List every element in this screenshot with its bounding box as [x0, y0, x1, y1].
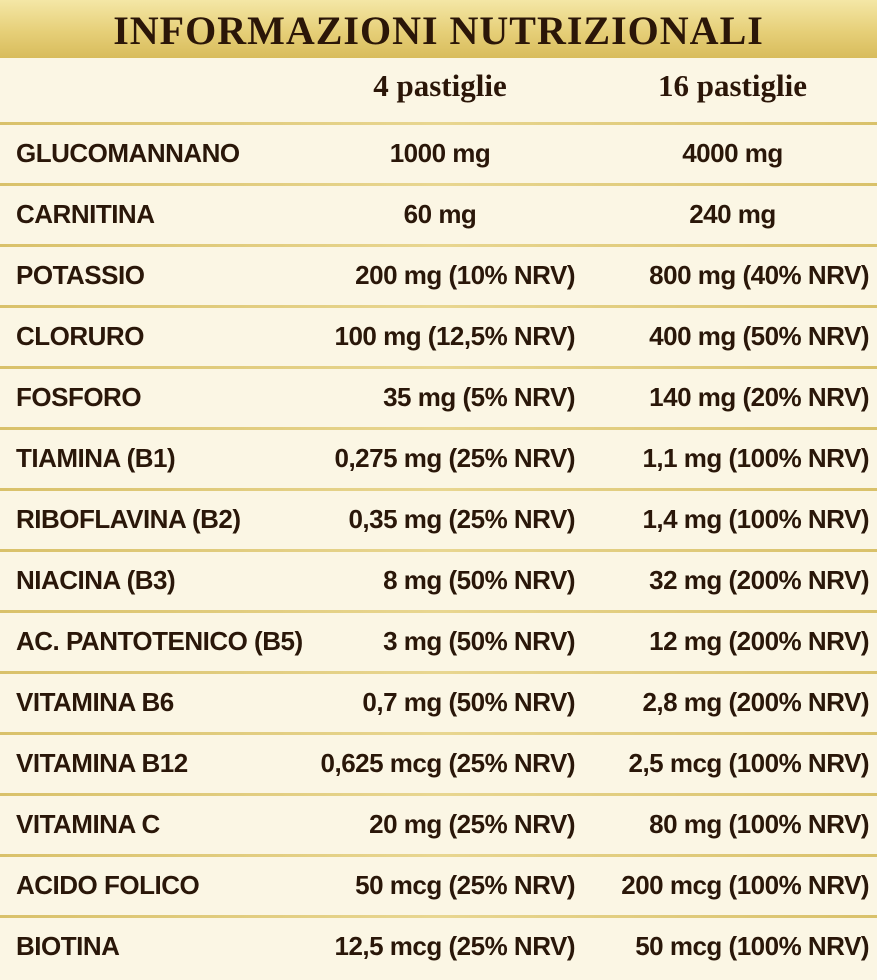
nutrient-name: VITAMINA B6 [16, 687, 174, 717]
value-4-tablets: 60 mg [403, 199, 477, 229]
table-row: GLUCOMANNANO 1000 mg 4000 mg [0, 125, 877, 183]
column-header-row: 4 pastiglie 16 pastiglie [0, 58, 877, 122]
value-16-tablets: 800 mg (40% NRV) [649, 260, 869, 290]
value-16-tablets: 12 mg (200% NRV) [649, 626, 869, 656]
nutrient-name: VITAMINA C [16, 809, 160, 839]
row-divider [0, 732, 877, 735]
value-16-tablets: 1,1 mg (100% NRV) [642, 443, 869, 473]
row-divider [0, 305, 877, 308]
row-divider [0, 183, 877, 186]
table-row: CLORURO 100 mg (12,5% NRV) 400 mg (50% NRV… [0, 308, 877, 366]
row-divider [0, 244, 877, 247]
nutrient-name: GLUCOMANNANO [16, 138, 240, 168]
table-row: RIBOFLAVINA (B2) 0,35 mg (25% NRV) 1,4 mg … [0, 491, 877, 549]
row-divider [0, 488, 877, 491]
table-row: POTASSIO 200 mg (10% NRV) 800 mg (40% NRV) [0, 247, 877, 305]
table-row: VITAMINA C 20 mg (25% NRV) 80 mg (100% NRV… [0, 796, 877, 854]
row-divider [0, 854, 877, 857]
value-4-tablets: 8 mg (50% NRV) [383, 565, 575, 595]
value-4-tablets: 0,35 mg (25% NRV) [348, 504, 575, 534]
table-row: CARNITINA 60 mg 240 mg [0, 186, 877, 244]
nutrition-table: GLUCOMANNANO 1000 mg 4000 mg CARNITINA 60 mg… [0, 122, 877, 976]
value-16-tablets: 2,5 mcg (100% NRV) [628, 748, 869, 778]
nutrient-name: CARNITINA [16, 199, 155, 229]
nutrient-name: CLORURO [16, 321, 144, 351]
value-16-tablets: 200 mcg (100% NRV) [621, 870, 869, 900]
column-header-16-tablets: 16 pastiglie [658, 68, 807, 103]
row-divider [0, 427, 877, 430]
value-4-tablets: 0,625 mcg (25% NRV) [320, 748, 576, 778]
value-16-tablets: 4000 mg [682, 138, 783, 168]
value-16-tablets: 140 mg (20% NRV) [649, 382, 869, 412]
row-divider [0, 915, 877, 918]
value-4-tablets: 12,5 mcg (25% NRV) [334, 931, 575, 961]
table-row: AC. PANTOTENICO (B5) 3 mg (50% NRV) 12 mg … [0, 613, 877, 671]
table-row: TIAMINA (B1) 0,275 mg (25% NRV) 1,1 mg (10… [0, 430, 877, 488]
nutrient-name: FOSFORO [16, 382, 142, 412]
table-row: VITAMINA B12 0,625 mcg (25% NRV) 2,5 mcg (… [0, 735, 877, 793]
column-header-4-tablets: 4 pastiglie [373, 68, 507, 103]
title-band: INFORMAZIONI NUTRIZIONALI [0, 0, 877, 58]
table-row: FOSFORO 35 mg (5% NRV) 140 mg (20% NRV) [0, 369, 877, 427]
table-row: BIOTINA 12,5 mcg (25% NRV) 50 mcg (100% NR… [0, 918, 877, 976]
value-16-tablets: 240 mg [689, 199, 776, 229]
nutrient-name: POTASSIO [16, 260, 145, 290]
value-4-tablets: 0,7 mg (50% NRV) [362, 687, 575, 717]
value-4-tablets: 20 mg (25% NRV) [369, 809, 575, 839]
value-4-tablets: 100 mg (12,5% NRV) [334, 321, 575, 351]
table-row: NIACINA (B3) 8 mg (50% NRV) 32 mg (200% NR… [0, 552, 877, 610]
value-16-tablets: 400 mg (50% NRV) [649, 321, 869, 351]
nutrient-name: NIACINA (B3) [16, 565, 176, 595]
nutrient-name: RIBOFLAVINA (B2) [16, 504, 241, 534]
nutrient-name: VITAMINA B12 [16, 748, 188, 778]
value-16-tablets: 2,8 mg (200% NRV) [642, 687, 869, 717]
row-divider [0, 610, 877, 613]
value-16-tablets: 50 mcg (100% NRV) [635, 931, 869, 961]
row-divider [0, 122, 877, 125]
nutrient-name: AC. PANTOTENICO (B5) [16, 626, 303, 656]
nutrient-name: TIAMINA (B1) [16, 443, 176, 473]
table-row: ACIDO FOLICO 50 mcg (25% NRV) 200 mcg (100… [0, 857, 877, 915]
value-16-tablets: 32 mg (200% NRV) [649, 565, 869, 595]
value-4-tablets: 3 mg (50% NRV) [383, 626, 575, 656]
row-divider [0, 366, 877, 369]
value-4-tablets: 200 mg (10% NRV) [355, 260, 575, 290]
nutrient-name: BIOTINA [16, 931, 120, 961]
value-4-tablets: 1000 mg [389, 138, 491, 168]
page-title: INFORMAZIONI NUTRIZIONALI [113, 7, 764, 53]
value-4-tablets: 35 mg (5% NRV) [383, 382, 575, 412]
value-4-tablets: 0,275 mg (25% NRV) [334, 443, 575, 473]
value-16-tablets: 1,4 mg (100% NRV) [642, 504, 869, 534]
value-4-tablets: 50 mcg (25% NRV) [355, 870, 575, 900]
row-divider [0, 793, 877, 796]
nutrient-name: ACIDO FOLICO [16, 870, 200, 900]
row-divider [0, 549, 877, 552]
value-16-tablets: 80 mg (100% NRV) [649, 809, 869, 839]
table-row: VITAMINA B6 0,7 mg (50% NRV) 2,8 mg (200% … [0, 674, 877, 732]
row-divider [0, 671, 877, 674]
